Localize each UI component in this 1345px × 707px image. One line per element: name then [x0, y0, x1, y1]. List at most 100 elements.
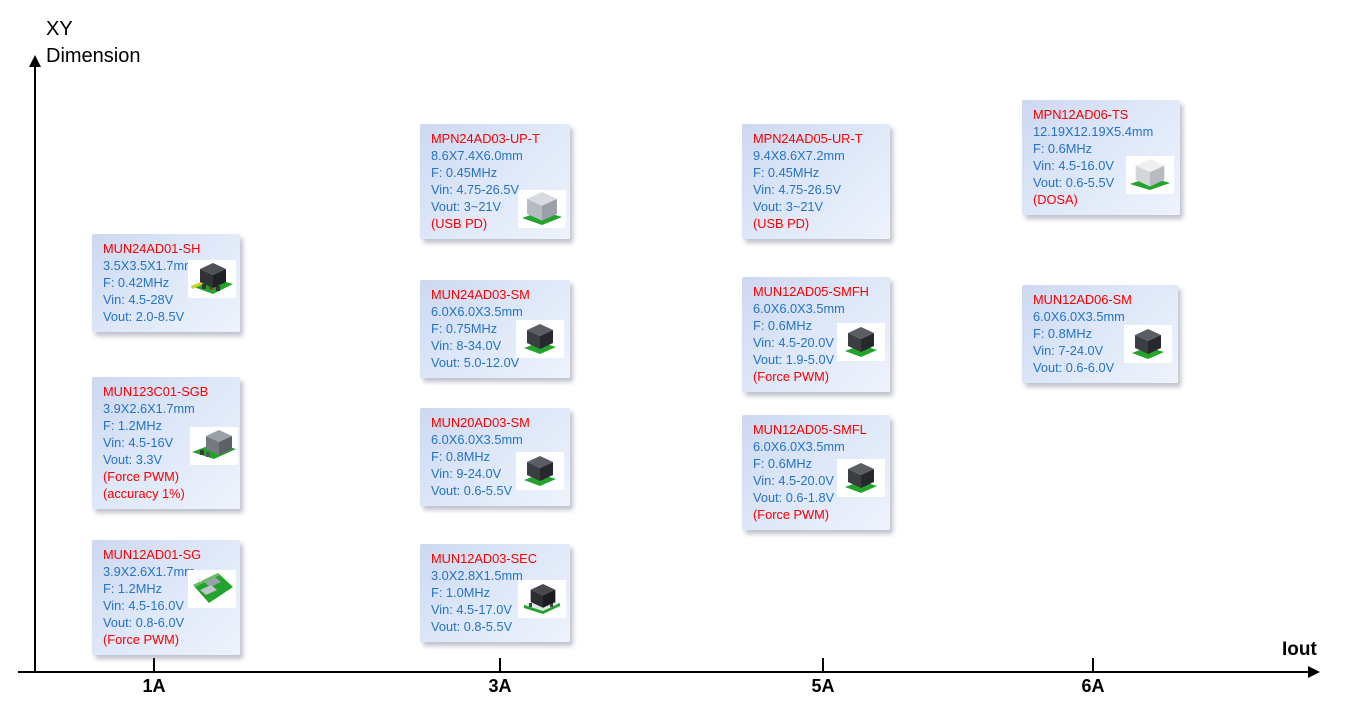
product-card: MPN24AD03-UP-T 8.6X7.4X6.0mm F: 0.45MHz Vin… — [420, 124, 570, 239]
x-tick-mark — [822, 658, 824, 671]
part-number: MUN12AD03-SEC — [431, 551, 537, 566]
product-card: MUN12AD05-SMFH 6.0X6.0X3.5mm F: 0.6MHz Vin:… — [742, 277, 890, 392]
spec-line: F: 0.75MHz — [431, 321, 498, 336]
x-axis-line — [18, 671, 1313, 673]
x-tick-label: 3A — [488, 676, 512, 696]
note-line: (Force PWM) — [753, 507, 830, 522]
spec-line: Vin: 4.5-20.0V — [753, 473, 834, 488]
x-tick-label: 5A — [811, 676, 835, 696]
black-chip-icon — [188, 260, 236, 298]
spec-line: Vin: 4.5-16.0V — [1033, 158, 1114, 173]
product-card: MUN24AD03-SM 6.0X6.0X3.5mm F: 0.75MHz Vin: … — [420, 280, 570, 378]
spec-line: Vout: 1.9-5.0V — [753, 352, 835, 367]
spec-line: Vout: 3.3V — [103, 452, 163, 467]
spec-line: 6.0X6.0X3.5mm — [431, 304, 523, 319]
spec-line: 6.0X6.0X3.5mm — [753, 439, 845, 454]
spec-line: F: 0.6MHz — [753, 456, 813, 471]
spec-line: 3.9X2.6X1.7mm — [103, 564, 195, 579]
spec-line: F: 0.6MHz — [1033, 141, 1093, 156]
spec-line: 9.4X8.6X7.2mm — [753, 148, 845, 163]
spec-line: Vout: 0.6-5.5V — [1033, 175, 1115, 190]
note-line: (Force PWM) — [103, 469, 180, 484]
x-axis-arrow-icon — [1308, 666, 1320, 678]
dark-cube-icon — [1124, 325, 1172, 363]
product-card: MPN24AD05-UR-T 9.4X8.6X7.2mm F: 0.45MHz Vin… — [742, 124, 890, 239]
spec-line: F: 1.2MHz — [103, 581, 163, 596]
spec-line: F: 0.6MHz — [753, 318, 813, 333]
spec-line: Vout: 3~21V — [431, 199, 502, 214]
spec-line: Vin: 8-34.0V — [431, 338, 502, 353]
spec-line: F: 0.8MHz — [1033, 326, 1093, 341]
spec-line: 6.0X6.0X3.5mm — [431, 432, 523, 447]
product-card: MUN12AD03-SEC 3.0X2.8X1.5mm F: 1.0MHz Vin: … — [420, 544, 570, 642]
spec-line: Vout: 2.0-8.5V — [103, 309, 185, 324]
y-axis-arrow-icon — [29, 55, 41, 67]
spec-line: Vin: 4.5-17.0V — [431, 602, 512, 617]
part-number: MPN24AD05-UR-T — [753, 131, 863, 146]
part-number: MUN24AD03-SM — [431, 287, 530, 302]
spec-line: Vin: 7-24.0V — [1033, 343, 1104, 358]
part-number: MUN12AD01-SG — [103, 547, 202, 562]
part-number: MUN20AD03-SM — [431, 415, 530, 430]
spec-line: F: 0.45MHz — [753, 165, 820, 180]
y-axis-title-line1: XY — [46, 18, 73, 40]
note-line: (Force PWM) — [753, 369, 830, 384]
spec-line: Vin: 9-24.0V — [431, 466, 502, 481]
spec-line: Vin: 4.5-28V — [103, 292, 174, 307]
spec-line: Vin: 4.75-26.5V — [431, 182, 519, 197]
spec-line: 3.9X2.6X1.7mm — [103, 401, 195, 416]
black-chip-small-icon — [518, 580, 566, 618]
note-line: (DOSA) — [1033, 192, 1078, 207]
x-axis-title: Iout — [1282, 639, 1317, 660]
part-number: MUN12AD06-SM — [1033, 292, 1132, 307]
note-line: (USB PD) — [753, 216, 810, 231]
note-line: (USB PD) — [431, 216, 488, 231]
x-tick-mark — [153, 658, 155, 671]
spec-line: Vout: 3~21V — [753, 199, 824, 214]
spec-line: Vin: 4.5-16V — [103, 435, 174, 450]
dark-cube-icon — [837, 323, 885, 361]
spec-line: F: 1.2MHz — [103, 418, 163, 433]
spec-line: Vout: 0.6-6.0V — [1033, 360, 1115, 375]
spec-line: Vin: 4.75-26.5V — [753, 182, 841, 197]
spec-line: Vout: 0.8-5.5V — [431, 619, 513, 634]
part-number: MUN123C01-SGB — [103, 384, 209, 399]
note-line: (accuracy 1%) — [103, 486, 185, 501]
product-card: MUN123C01-SGB 3.9X2.6X1.7mm F: 1.2MHz Vin: … — [92, 377, 240, 509]
gray-chip-icon — [190, 427, 238, 465]
white-cube-icon — [1126, 156, 1174, 194]
spec-line: F: 0.8MHz — [431, 449, 491, 464]
y-axis-title-line2: Dimension — [46, 45, 141, 67]
spec-line: 3.0X2.8X1.5mm — [431, 568, 523, 583]
spec-line: 8.6X7.4X6.0mm — [431, 148, 523, 163]
spec-line: Vout: 0.6-1.8V — [753, 490, 835, 505]
y-axis-line — [34, 66, 36, 673]
spec-line: 6.0X6.0X3.5mm — [1033, 309, 1125, 324]
x-tick-mark — [499, 658, 501, 671]
spec-line: Vin: 4.5-16.0V — [103, 598, 184, 613]
spec-line: Vin: 4.5-20.0V — [753, 335, 834, 350]
product-card: MUN20AD03-SM 6.0X6.0X3.5mm F: 0.8MHz Vin: 9… — [420, 408, 570, 506]
silver-cube-icon — [518, 190, 566, 228]
part-number: MPN12AD06-TS — [1033, 107, 1129, 122]
product-card: MPN12AD06-TS 12.19X12.19X5.4mm F: 0.6MHz Vi… — [1022, 100, 1180, 215]
spec-line: 6.0X6.0X3.5mm — [753, 301, 845, 316]
dark-cube-icon — [516, 452, 564, 490]
product-card: MUN12AD01-SG 3.9X2.6X1.7mm F: 1.2MHz Vin: 4… — [92, 540, 240, 655]
product-card: MUN24AD01-SH 3.5X3.5X1.7mm F: 0.42MHz Vin: … — [92, 234, 240, 332]
dark-cube-icon — [516, 320, 564, 358]
part-number: MUN12AD05-SMFH — [753, 284, 869, 299]
spec-line: Vout: 5.0-12.0V — [431, 355, 520, 370]
x-tick-label: 1A — [142, 676, 166, 696]
part-number: MPN24AD03-UP-T — [431, 131, 540, 146]
spec-line: 12.19X12.19X5.4mm — [1033, 124, 1154, 139]
x-tick-label: 6A — [1081, 676, 1105, 696]
part-number: MUN12AD05-SMFL — [753, 422, 867, 437]
dark-cube-icon — [837, 459, 885, 497]
spec-line: Vout: 0.8-6.0V — [103, 615, 185, 630]
product-card: MUN12AD06-SM 6.0X6.0X3.5mm F: 0.8MHz Vin: 7… — [1022, 285, 1178, 383]
spec-line: F: 1.0MHz — [431, 585, 491, 600]
part-number: MUN24AD01-SH — [103, 241, 201, 256]
x-tick-mark — [1092, 658, 1094, 671]
